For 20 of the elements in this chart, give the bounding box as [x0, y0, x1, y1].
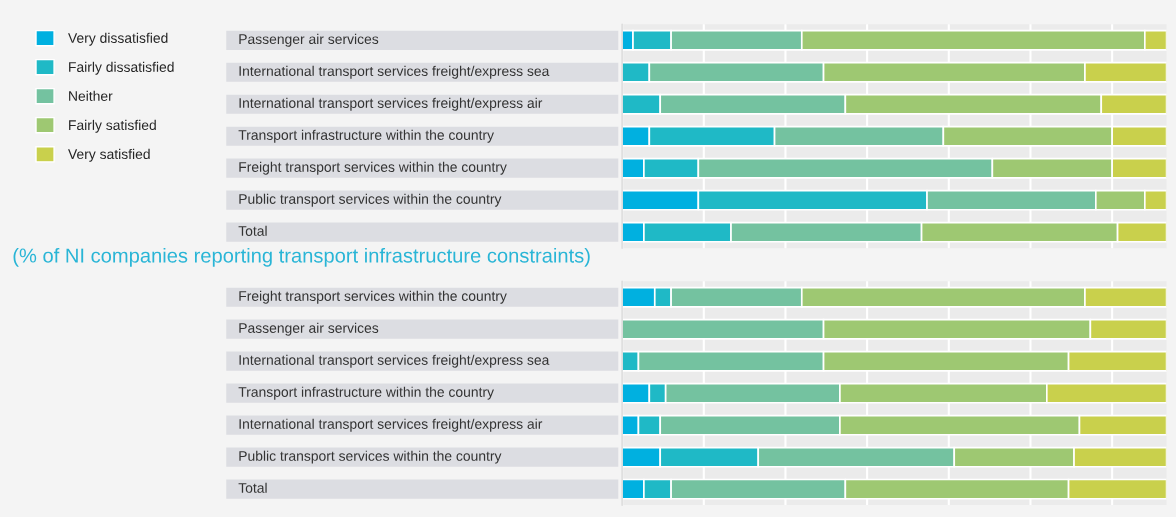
y-tick-label: International transport services freight/express sea — [239, 65, 550, 79]
y-tick-label: Total — [238, 225, 267, 236]
y-tick-label: International transport services freight/express sea — [239, 354, 550, 368]
legend-label: Very satisfied — [68, 148, 150, 162]
legend-label: Fairly satisfied — [69, 119, 156, 133]
y-tick-label: Public transport services within the country — [239, 450, 502, 464]
y-tick-label: Transport infrastructure within the country — [238, 386, 494, 400]
y-tick-label: Freight transport services within the country — [239, 290, 507, 304]
text: (% of NI companies reporting transport infrastructure constraints) — [13, 247, 590, 267]
y-tick-label: Transport infrastructure within the country — [238, 129, 494, 143]
legend-label: Fairly dissatisfied — [69, 61, 174, 75]
legend-label: Neither — [69, 90, 113, 102]
legend-label: Very dissatisfied — [68, 32, 168, 46]
y-tick-label: International transport services freight/express air — [239, 418, 543, 432]
y-tick-label: Total — [238, 482, 267, 493]
y-tick-label: Public transport services within the country — [239, 193, 502, 207]
y-tick-label: Freight transport services within the country — [239, 161, 507, 175]
y-tick-label: Passenger air services — [239, 33, 379, 47]
y-tick-label: Passenger air services — [239, 322, 379, 336]
y-tick-label: International transport services freight/express air — [239, 97, 543, 111]
